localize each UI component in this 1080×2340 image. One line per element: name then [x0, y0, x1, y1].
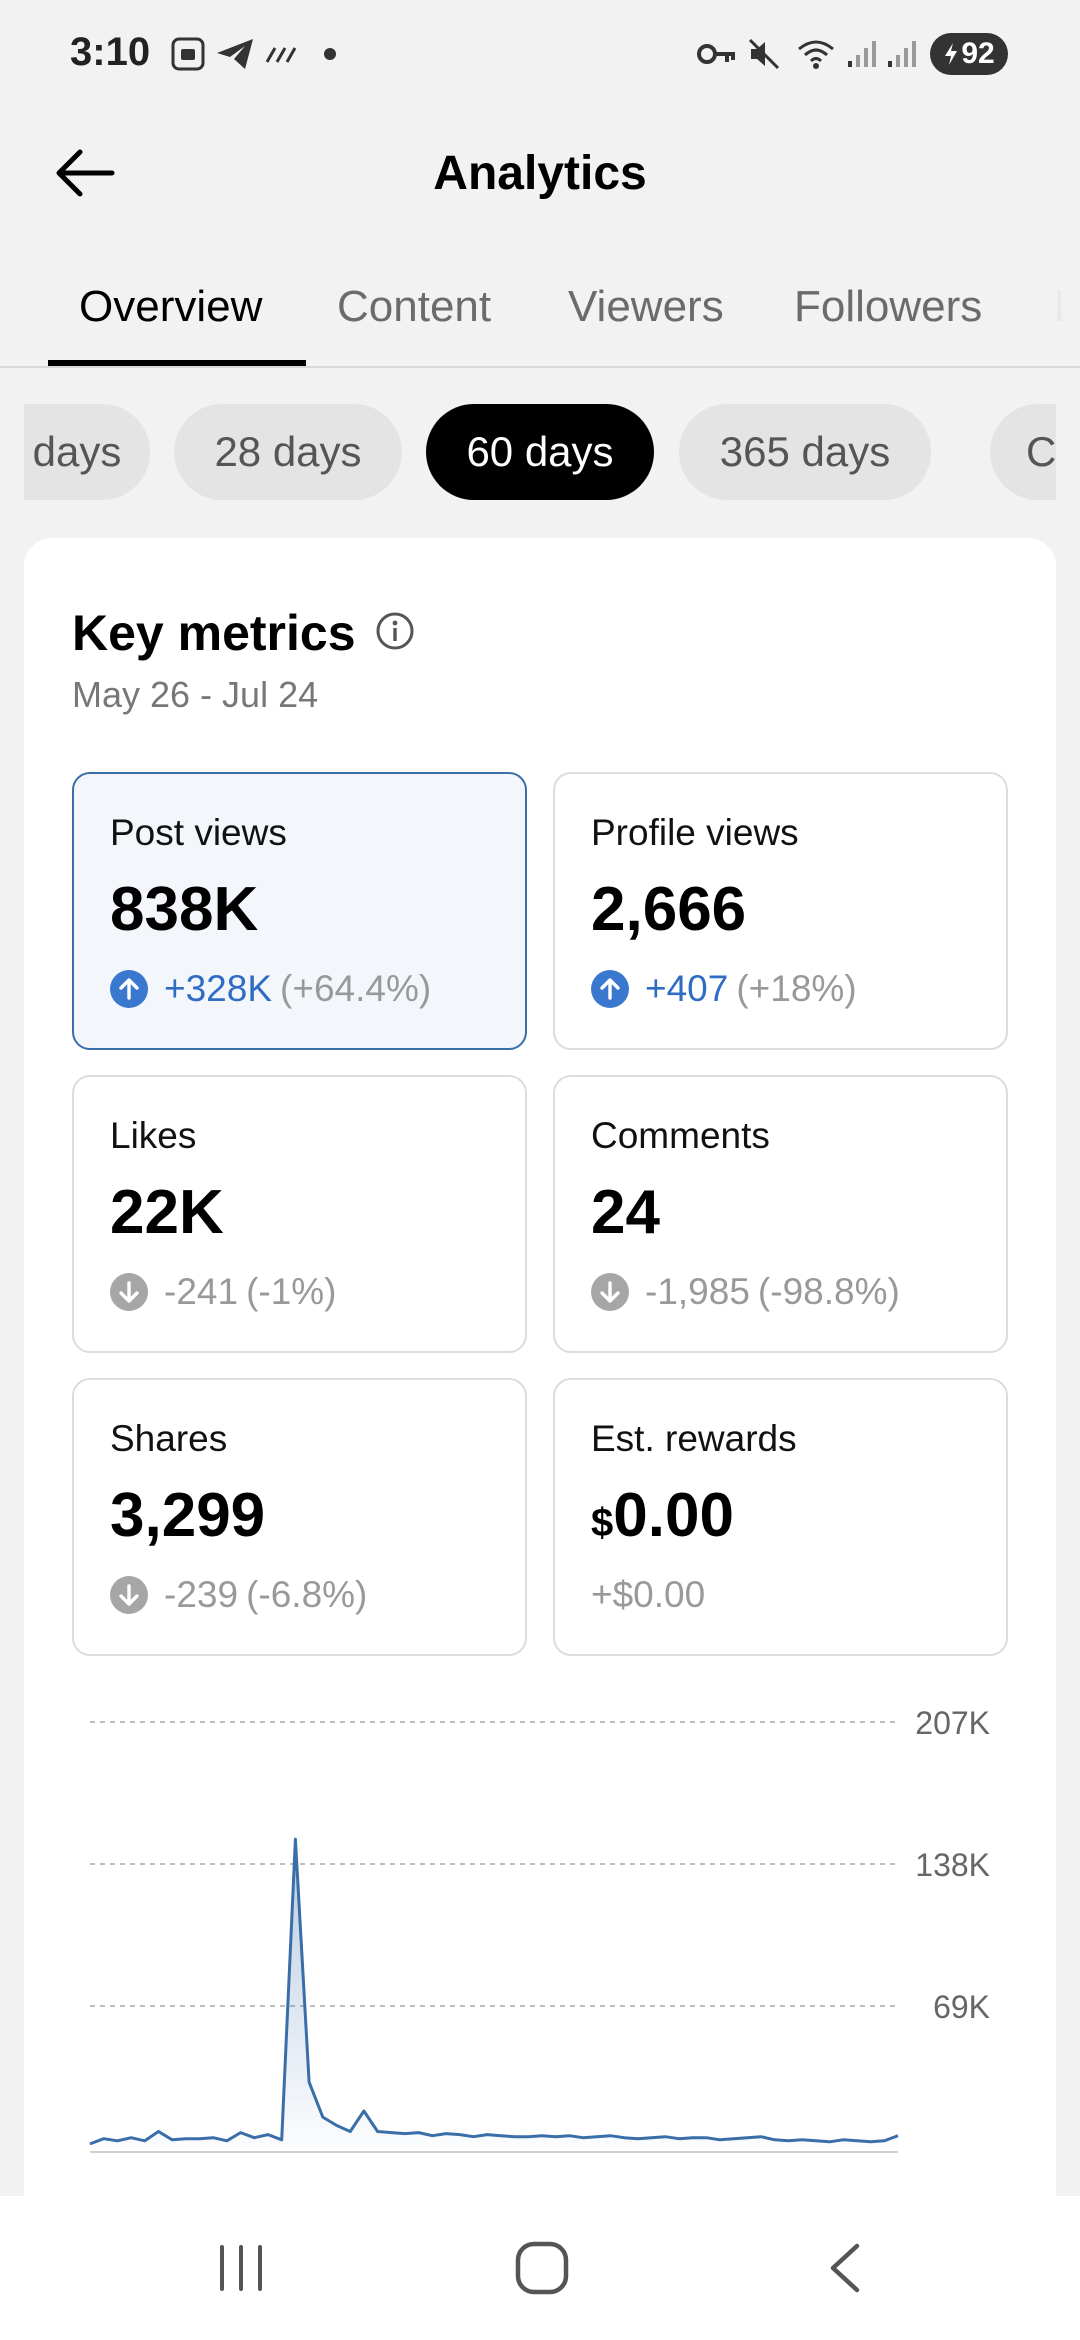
delta-percent: (+64.4%): [280, 968, 432, 1009]
arrow-down-circle-icon: [591, 1273, 629, 1311]
cell-signal-icon: [844, 34, 878, 74]
vpn-key-icon: [696, 34, 738, 74]
home-button[interactable]: [497, 2226, 587, 2310]
key-metrics-title: Key metrics: [72, 605, 356, 661]
back-button[interactable]: [48, 136, 122, 210]
metric-likes[interactable]: Likes 22K -241 (-1%): [72, 1075, 527, 1353]
metric-label: Comments: [591, 1115, 770, 1156]
delta-value: -1,985: [645, 1271, 750, 1312]
delta-value: +$0.00: [591, 1574, 706, 1615]
wifi-icon: [794, 34, 838, 74]
range-chip-60-days[interactable]: 60 days: [426, 404, 654, 500]
metric-value: 2,666: [591, 875, 747, 944]
back-icon: [830, 2243, 860, 2293]
y-tick-label: 138K: [915, 1847, 990, 1883]
series-line: [89, 1837, 899, 2146]
status-time: 3:10: [70, 30, 151, 74]
recents-icon: [220, 2245, 262, 2291]
metric-label: Shares: [110, 1418, 228, 1459]
series-area: [90, 1839, 898, 2148]
cell-signal-icon: [884, 34, 918, 74]
date-range-label: May 26 - Jul 24: [72, 674, 319, 715]
tabs-fade: [1000, 262, 1080, 366]
currency-symbol: $: [591, 1501, 614, 1545]
delta-value: -239: [164, 1574, 239, 1615]
metric-post-views[interactable]: Post views 838K +328K (+64.4%): [72, 772, 527, 1050]
screenshot-icon: [168, 34, 208, 74]
metric-delta: +407 (+18%): [591, 968, 857, 1010]
metric-delta: +$0.00: [591, 1574, 705, 1616]
delta-percent: (-98.8%): [757, 1271, 900, 1312]
mute-icon: [746, 34, 782, 74]
home-icon: [515, 2241, 569, 2295]
metric-delta: -1,985 (-98.8%): [591, 1271, 900, 1313]
post-views-chart[interactable]: 207K 138K 69K: [24, 1688, 1056, 2248]
range-chip-custom[interactable]: Cus: [990, 404, 1056, 500]
metric-shares[interactable]: Shares 3,299 -239 (-6.8%): [72, 1378, 527, 1656]
delta-value: +407: [645, 968, 729, 1009]
metric-comments[interactable]: Comments 24 -1,985 (-98.8%): [553, 1075, 1008, 1353]
date-range-chips: days 28 days 60 days 365 days Cus: [24, 404, 1056, 504]
tab-overview[interactable]: Overview: [79, 282, 263, 331]
tab-viewers[interactable]: Viewers: [568, 282, 724, 331]
y-tick-label: 69K: [933, 1989, 990, 2025]
app-header: Analytics: [0, 108, 1080, 238]
metric-value: 22K: [110, 1178, 224, 1247]
metric-delta: -239 (-6.8%): [110, 1574, 367, 1616]
delta-value: +328K: [164, 968, 273, 1009]
delta-percent: (-6.8%): [246, 1574, 368, 1615]
arrow-down-circle-icon: [110, 1576, 148, 1614]
range-chip-365-days[interactable]: 365 days: [679, 404, 931, 500]
info-icon[interactable]: [374, 610, 416, 652]
metric-label: Profile views: [591, 812, 799, 853]
range-chip-28-days[interactable]: 28 days: [174, 404, 402, 500]
key-metrics-card: Key metrics May 26 - Jul 24 Post views 8…: [24, 538, 1056, 2340]
delta-percent: (-1%): [246, 1271, 337, 1312]
arrow-up-circle-icon: [110, 970, 148, 1008]
dot-icon: [322, 34, 338, 74]
metric-value-number: 0.00: [613, 1481, 734, 1550]
metric-label: Likes: [110, 1115, 197, 1156]
metric-value: $0.00: [591, 1480, 734, 1551]
battery-icon: 92: [930, 33, 1008, 75]
status-bar: 3:10 92: [0, 0, 1080, 108]
metric-delta: -241 (-1%): [110, 1271, 337, 1313]
tab-content[interactable]: Content: [337, 282, 492, 331]
metric-value: 24: [591, 1178, 660, 1247]
nav-back-button[interactable]: [800, 2226, 890, 2310]
arrow-down-circle-icon: [110, 1273, 148, 1311]
metric-label: Post views: [110, 812, 287, 853]
system-nav-bar: [0, 2196, 1080, 2340]
delta-percent: (+18%): [736, 968, 857, 1009]
metric-delta: +328K (+64.4%): [110, 968, 431, 1010]
metric-profile-views[interactable]: Profile views 2,666 +407 (+18%): [553, 772, 1008, 1050]
signal-dots-icon: [264, 34, 300, 74]
arrow-up-circle-icon: [591, 970, 629, 1008]
recents-button[interactable]: [196, 2226, 286, 2310]
range-chip-7-days[interactable]: days: [24, 404, 150, 500]
delta-value: -241: [164, 1271, 239, 1312]
y-tick-label: 207K: [915, 1705, 990, 1741]
arrow-left-icon: [56, 149, 115, 197]
active-tab-indicator: [48, 360, 306, 366]
metric-label: Est. rewards: [591, 1418, 797, 1459]
analytics-tabs: Overview Content Viewers Followers L: [0, 262, 1080, 368]
battery-level: 92: [961, 37, 995, 70]
metric-value: 3,299: [110, 1481, 266, 1550]
metric-est-rewards[interactable]: Est. rewards $0.00 +$0.00: [553, 1378, 1008, 1656]
metric-value: 838K: [110, 875, 259, 944]
tab-followers[interactable]: Followers: [794, 282, 983, 331]
telegram-icon: [214, 34, 256, 74]
page-title: Analytics: [433, 147, 647, 200]
